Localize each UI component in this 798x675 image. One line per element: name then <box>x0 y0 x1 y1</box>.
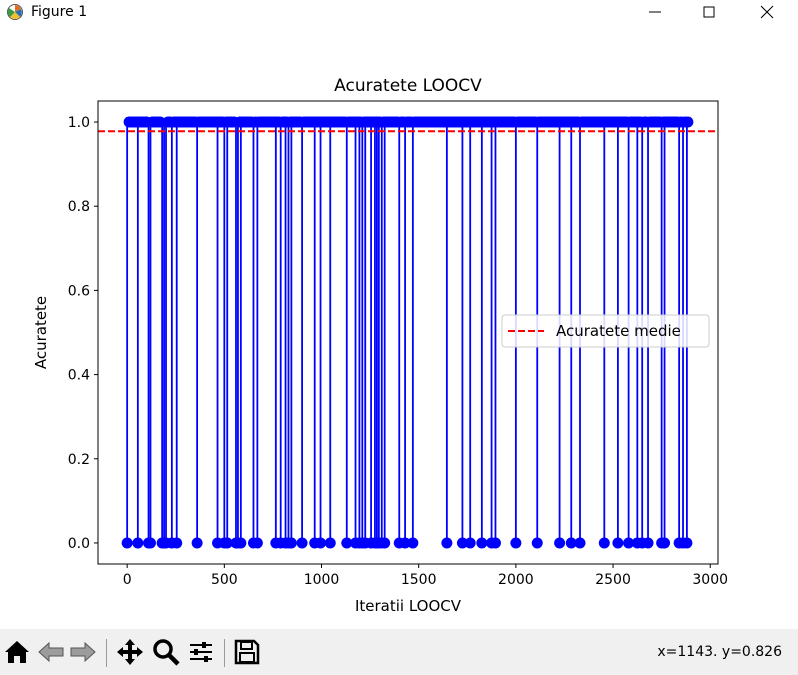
pan-button[interactable] <box>115 637 145 667</box>
marker-point <box>285 537 297 549</box>
marker-point <box>191 537 203 549</box>
window-title: Figure 1 <box>31 4 88 20</box>
legend: Acuratete medie <box>501 314 710 348</box>
marker-point <box>315 537 327 549</box>
marker-point <box>659 537 671 549</box>
marker-point <box>510 537 522 549</box>
cursor-coordinates: x=1143. y=0.826 <box>657 644 782 660</box>
x-tick-label: 1500 <box>401 572 437 588</box>
close-button[interactable] <box>744 0 790 24</box>
toolbar-separator <box>106 639 107 667</box>
stem-markers <box>121 116 694 549</box>
configure-subplots-button[interactable] <box>186 637 216 667</box>
y-axis-label: Acuratete <box>32 296 50 369</box>
marker-point <box>407 537 419 549</box>
marker-point <box>642 537 654 549</box>
back-icon <box>38 641 64 663</box>
navigation-toolbar: x=1143. y=0.826 <box>0 629 798 675</box>
minimize-button[interactable] <box>632 0 678 24</box>
marker-point <box>121 537 133 549</box>
y-tick-label: 1.0 <box>68 115 90 131</box>
marker-point <box>296 537 308 549</box>
forward-button[interactable] <box>68 637 98 667</box>
marker-point <box>565 537 577 549</box>
marker-point <box>681 537 693 549</box>
figure-canvas[interactable]: 0 500 1000 1500 2000 2500 3000 0.0 0.2 0.4 0.6 0.8 1… <box>0 24 798 629</box>
window-titlebar: Figure 1 <box>0 0 798 24</box>
toolbar-separator <box>224 639 225 667</box>
x-tick-label: 1000 <box>304 572 340 588</box>
marker-point <box>171 537 183 549</box>
marker-point <box>154 116 166 128</box>
marker-point <box>456 537 468 549</box>
marker-point <box>341 537 353 549</box>
marker-point <box>399 537 411 549</box>
marker-point <box>324 537 336 549</box>
axes-frame <box>97 100 719 565</box>
configure-subplots-icon <box>190 642 212 662</box>
x-tick-label: 500 <box>211 572 238 588</box>
save-icon <box>234 639 260 665</box>
zoom-icon <box>153 639 180 666</box>
marker-point <box>574 537 586 549</box>
zoom-button[interactable] <box>151 637 181 667</box>
x-tick-label: 0 <box>123 572 132 588</box>
maximize-button[interactable] <box>686 0 732 24</box>
marker-point <box>235 537 247 549</box>
forward-icon <box>70 641 96 663</box>
marker-point <box>251 537 263 549</box>
marker-point <box>489 537 501 549</box>
marker-point <box>379 537 391 549</box>
marker-point <box>132 537 144 549</box>
marker-point <box>531 537 543 549</box>
marker-point <box>554 537 566 549</box>
legend-box <box>501 314 710 348</box>
chart-title: Acuratete LOOCV <box>334 76 482 96</box>
x-axis-label: Iteratii LOOCV <box>355 597 462 615</box>
y-tick-label: 0.6 <box>68 283 90 299</box>
marker-point <box>682 116 694 128</box>
x-tick-label: 2000 <box>498 572 534 588</box>
y-tick-label: 0.0 <box>68 536 90 552</box>
marker-point <box>623 537 635 549</box>
marker-point <box>612 537 624 549</box>
marker-point <box>476 537 488 549</box>
minimize-icon <box>649 11 661 13</box>
x-tick-label: 2500 <box>595 572 631 588</box>
maximize-icon <box>703 6 715 18</box>
x-tick-label: 3000 <box>692 572 728 588</box>
home-button[interactable] <box>2 637 32 667</box>
stem-chart: 0 500 1000 1500 2000 2500 3000 0.0 0.2 0.4 0.6 0.8 1… <box>32 76 728 615</box>
matplotlib-app-icon <box>7 4 23 20</box>
y-tick-label: 0.2 <box>68 452 90 468</box>
pan-icon <box>117 639 143 665</box>
marker-point <box>464 537 476 549</box>
home-icon <box>5 641 29 663</box>
marker-point <box>221 537 233 549</box>
y-tick-label: 0.8 <box>68 199 90 215</box>
marker-point <box>598 537 610 549</box>
close-icon <box>760 5 774 19</box>
save-button[interactable] <box>232 637 262 667</box>
back-button[interactable] <box>36 637 66 667</box>
marker-point <box>441 537 453 549</box>
legend-label: Acuratete medie <box>556 322 681 340</box>
y-tick-label: 0.4 <box>68 368 90 384</box>
marker-point <box>144 537 156 549</box>
